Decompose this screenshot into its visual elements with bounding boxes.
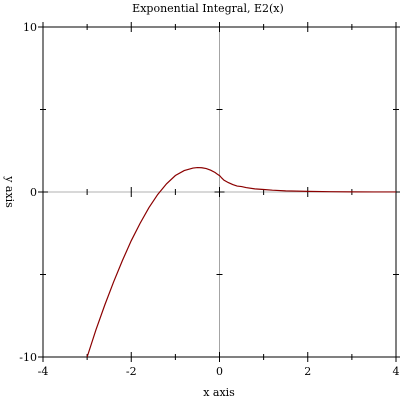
series-group: [86, 166, 397, 358]
axis-ticks: [38, 22, 400, 362]
y-axis-label: y axis: [3, 175, 16, 208]
y-tick-label: -10: [19, 351, 37, 364]
tick-labels: -4 -2 0 2 4 -10 0 10: [19, 21, 399, 378]
y-tick-label: 10: [23, 21, 37, 34]
x-tick-label: -4: [38, 365, 49, 378]
x-tick-label: 4: [393, 365, 400, 378]
x-tick-label: 2: [304, 365, 311, 378]
series-line: [86, 166, 397, 358]
x-tick-label: 0: [216, 365, 223, 378]
chart-title: Exponential Integral, E2(x): [132, 2, 284, 15]
x-tick-label: -2: [126, 365, 137, 378]
x-axis-label: x axis: [203, 386, 235, 399]
y-tick-label: 0: [30, 186, 37, 199]
